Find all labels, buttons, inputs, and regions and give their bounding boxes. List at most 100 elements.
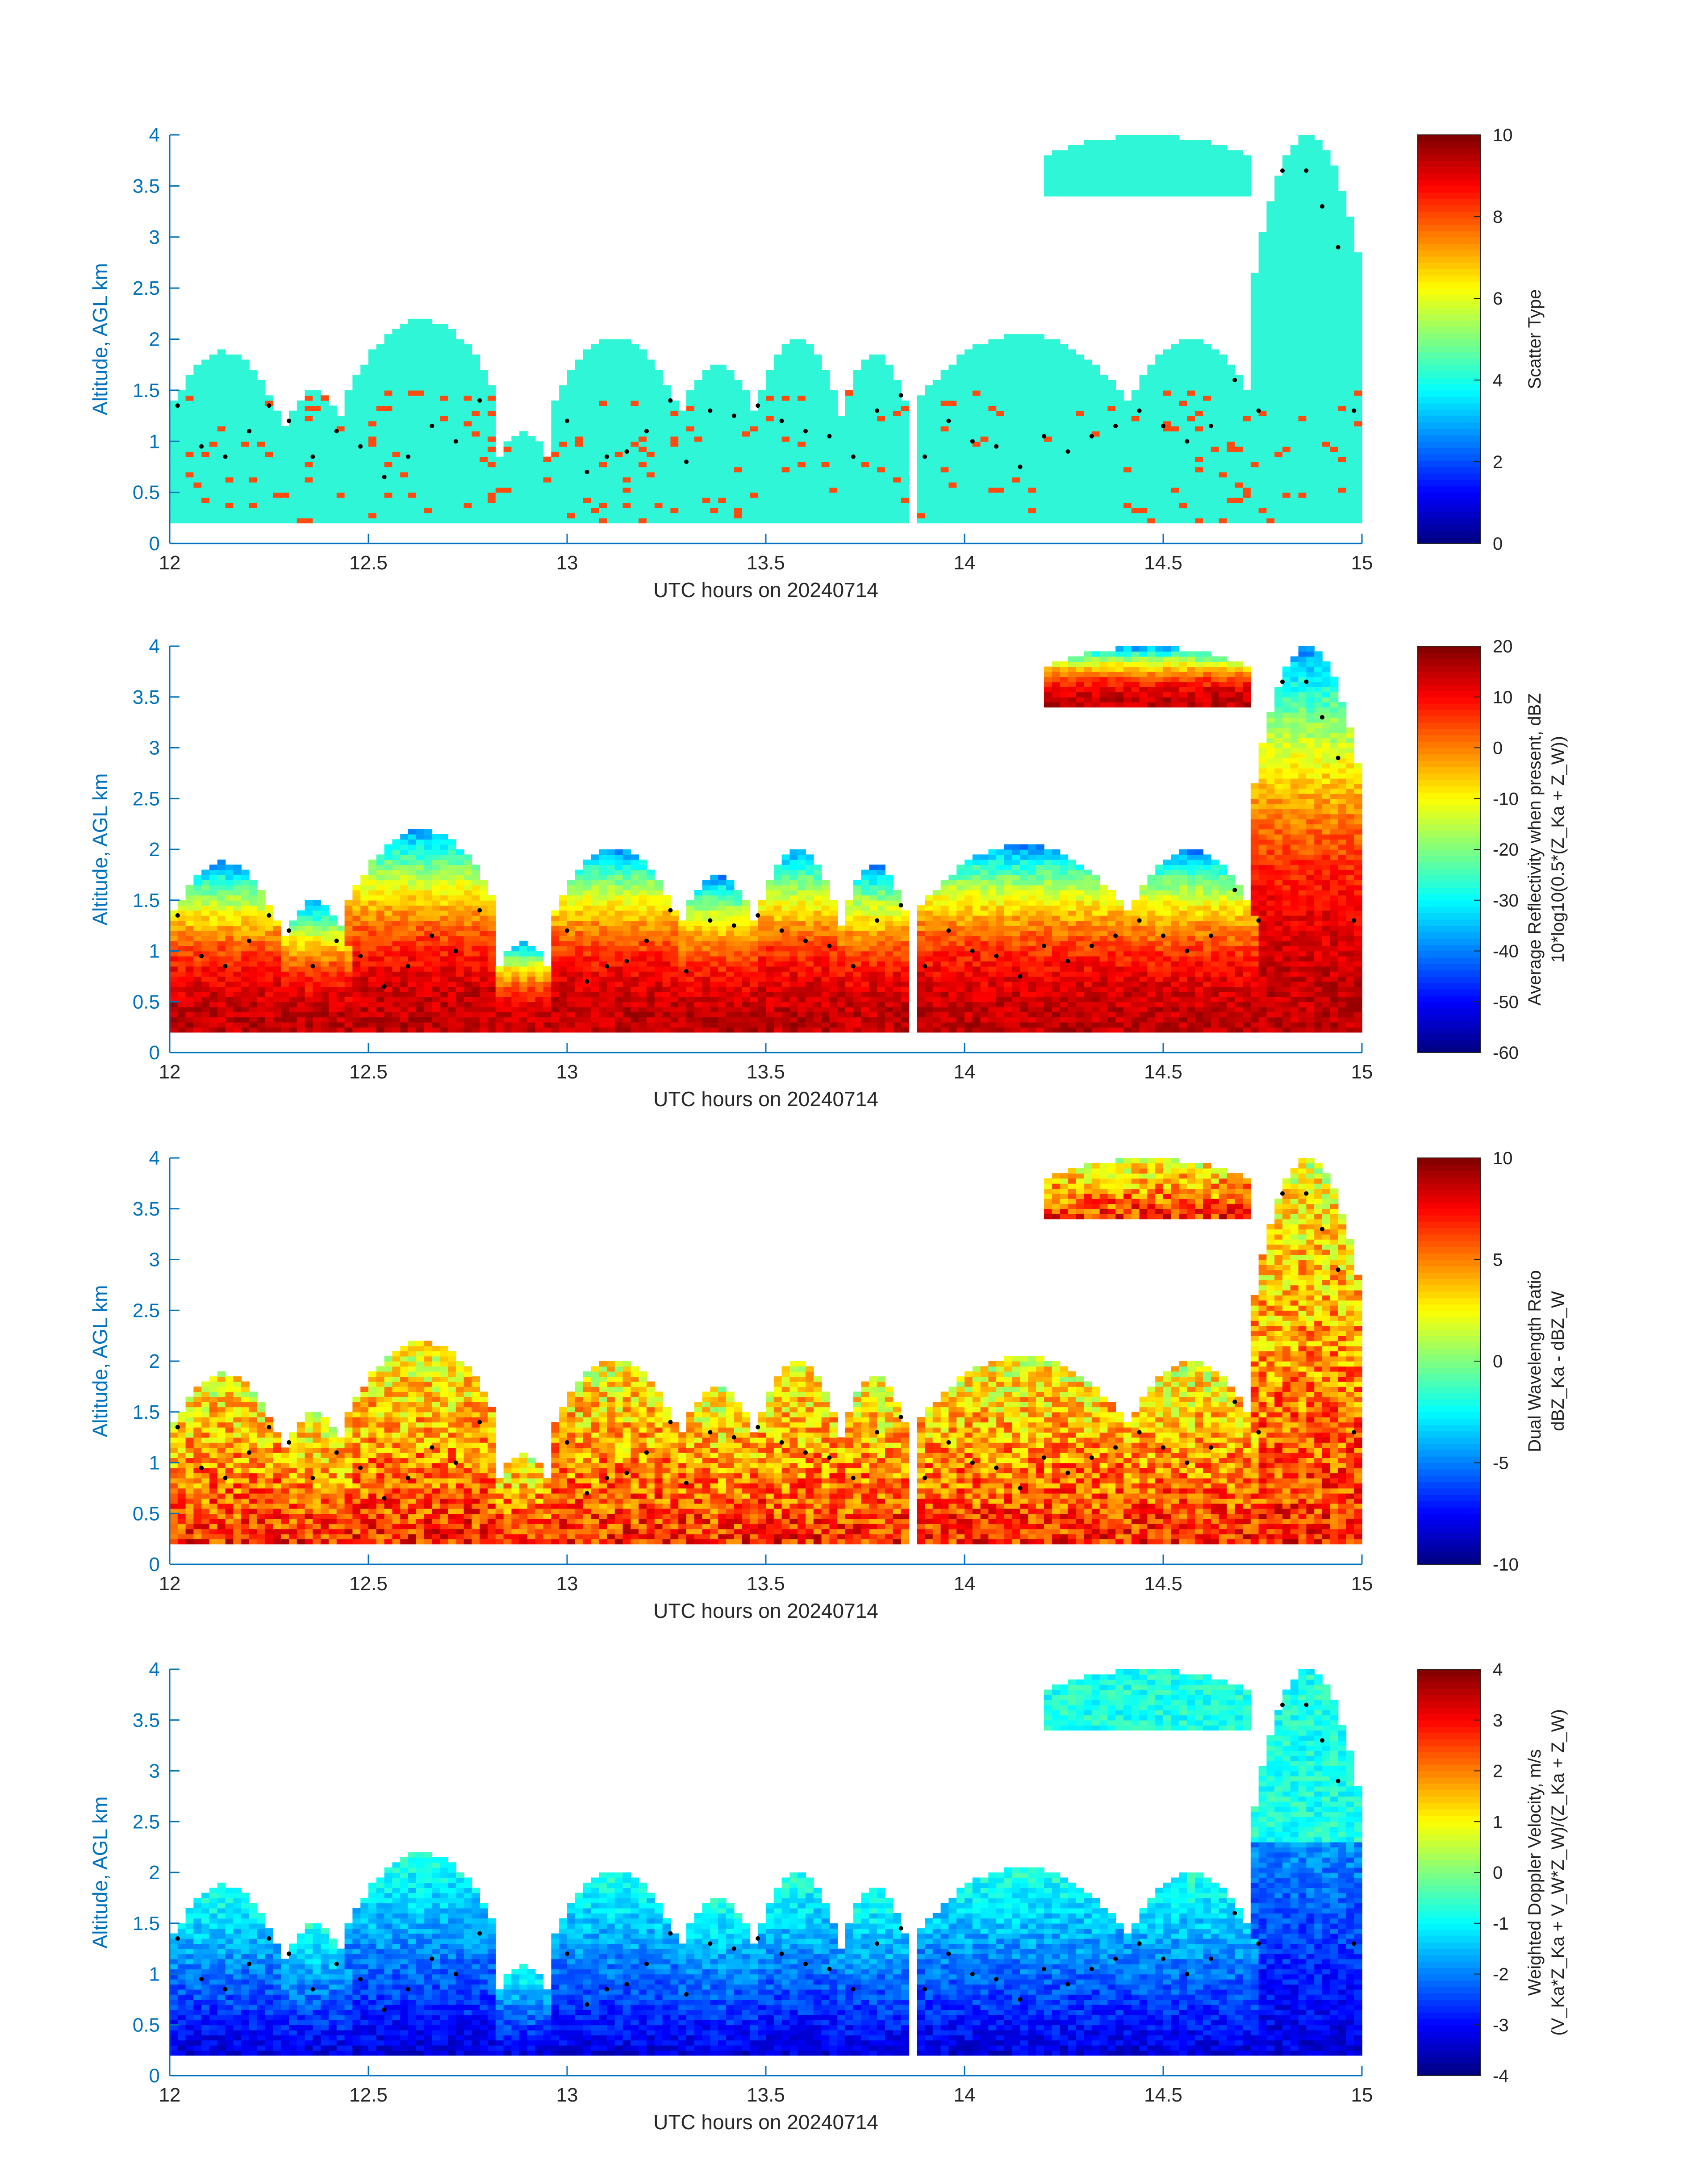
heatmap-cell — [551, 421, 560, 426]
heatmap-cell — [734, 457, 743, 462]
heatmap-cell — [384, 518, 393, 523]
heatmap-cell — [1306, 359, 1315, 365]
heatmap-cell — [1076, 462, 1084, 467]
heatmap-cell — [1266, 447, 1275, 452]
heatmap-cell — [901, 508, 910, 513]
heatmap-cell — [400, 411, 409, 416]
heatmap-cell — [1282, 370, 1291, 375]
heatmap-cell — [559, 493, 568, 498]
heatmap-cell — [1282, 278, 1291, 283]
heatmap-cell — [893, 477, 902, 482]
heatmap-cell — [352, 482, 361, 488]
heatmap-cell — [226, 467, 234, 472]
heatmap-cell — [789, 436, 798, 442]
heatmap-cell — [273, 426, 281, 431]
heatmap-cell — [567, 375, 576, 380]
heatmap-cell — [1140, 150, 1148, 155]
heatmap-cell — [1179, 150, 1188, 155]
heatmap-cell — [623, 344, 631, 350]
heatmap-cell — [1211, 441, 1219, 447]
heatmap-cell — [424, 349, 433, 355]
heatmap-cell — [774, 451, 782, 457]
heatmap-cell — [1171, 508, 1180, 513]
heatmap-cell — [1012, 513, 1021, 518]
heatmap-cell — [607, 416, 615, 421]
heatmap-cell — [1147, 395, 1156, 401]
heatmap-cell — [209, 462, 218, 467]
heatmap-cell — [1036, 462, 1044, 467]
heatmap-cell — [511, 472, 520, 477]
heatmap-cell — [1299, 339, 1307, 345]
heatmap-cell — [742, 462, 751, 467]
heatmap-cell — [583, 431, 592, 436]
heatmap-cell — [1299, 258, 1307, 263]
heatmap-cell — [814, 447, 822, 452]
heatmap-cell — [209, 370, 218, 375]
heatmap-cell — [1314, 227, 1323, 232]
heatmap-cell — [599, 355, 607, 360]
heatmap-cell — [726, 487, 735, 493]
heatmap-cell — [1282, 385, 1291, 390]
heatmap-cell — [1322, 477, 1331, 482]
heatmap-cell — [1123, 451, 1132, 457]
heatmap-cell — [511, 467, 520, 472]
heatmap-cell — [1044, 472, 1052, 477]
heatmap-cell — [1084, 416, 1092, 421]
heatmap-cell — [575, 497, 584, 503]
heatmap-cell — [877, 451, 885, 457]
heatmap-cell — [1299, 436, 1307, 442]
heatmap-cell — [392, 339, 401, 345]
heatmap-cell — [408, 467, 417, 472]
heatmap-cell — [1140, 447, 1148, 452]
heatmap-cell — [1084, 145, 1092, 150]
heatmap-cell — [655, 467, 663, 472]
heatmap-cell — [519, 436, 528, 442]
heatmap-cell — [591, 390, 599, 396]
heatmap-cell — [981, 451, 989, 457]
heatmap-cell — [678, 431, 687, 436]
heatmap-cell — [273, 493, 281, 498]
heatmap-cell — [1187, 467, 1195, 472]
heatmap-cell — [408, 395, 417, 401]
heatmap-cell — [392, 421, 401, 426]
heatmap-cell — [1282, 365, 1291, 370]
heatmap-cell — [1132, 477, 1140, 482]
heatmap-cell — [352, 487, 361, 493]
heatmap-cell — [1251, 472, 1259, 477]
heatmap-cell — [948, 497, 957, 503]
heatmap-cell — [948, 467, 957, 472]
heatmap-cell — [352, 436, 361, 442]
heatmap-cell — [1251, 401, 1259, 406]
heatmap-cell — [551, 431, 560, 436]
heatmap-cell — [718, 503, 727, 508]
heatmap-cell — [1179, 416, 1188, 421]
heatmap-cell — [416, 451, 425, 457]
heatmap-cell — [567, 395, 576, 401]
heatmap-cell — [1282, 436, 1291, 442]
heatmap-cell — [1163, 503, 1172, 508]
heatmap-cell — [233, 436, 242, 442]
heatmap-cell — [504, 493, 512, 498]
heatmap-cell — [233, 503, 242, 508]
heatmap-cell — [965, 370, 973, 375]
heatmap-cell — [575, 395, 584, 401]
heatmap-cell — [289, 426, 297, 431]
heatmap-cell — [1243, 451, 1251, 457]
heatmap-cell — [1243, 477, 1251, 482]
heatmap-cell — [249, 467, 258, 472]
heatmap-cell — [647, 477, 655, 482]
heatmap-cell — [1314, 303, 1323, 309]
heatmap-cell — [464, 472, 472, 477]
heatmap-cell — [1314, 518, 1323, 523]
heatmap-cell — [917, 441, 925, 447]
heatmap-cell — [186, 375, 194, 380]
heatmap-cell — [1115, 447, 1124, 452]
heatmap-cell — [384, 436, 393, 442]
heatmap-cell — [750, 482, 758, 488]
heatmap-cell — [400, 447, 409, 452]
heatmap-cell — [527, 467, 536, 472]
heatmap-cell — [901, 497, 910, 503]
heatmap-cell — [822, 390, 830, 396]
heatmap-cell — [488, 416, 496, 421]
heatmap-cell — [241, 365, 250, 370]
